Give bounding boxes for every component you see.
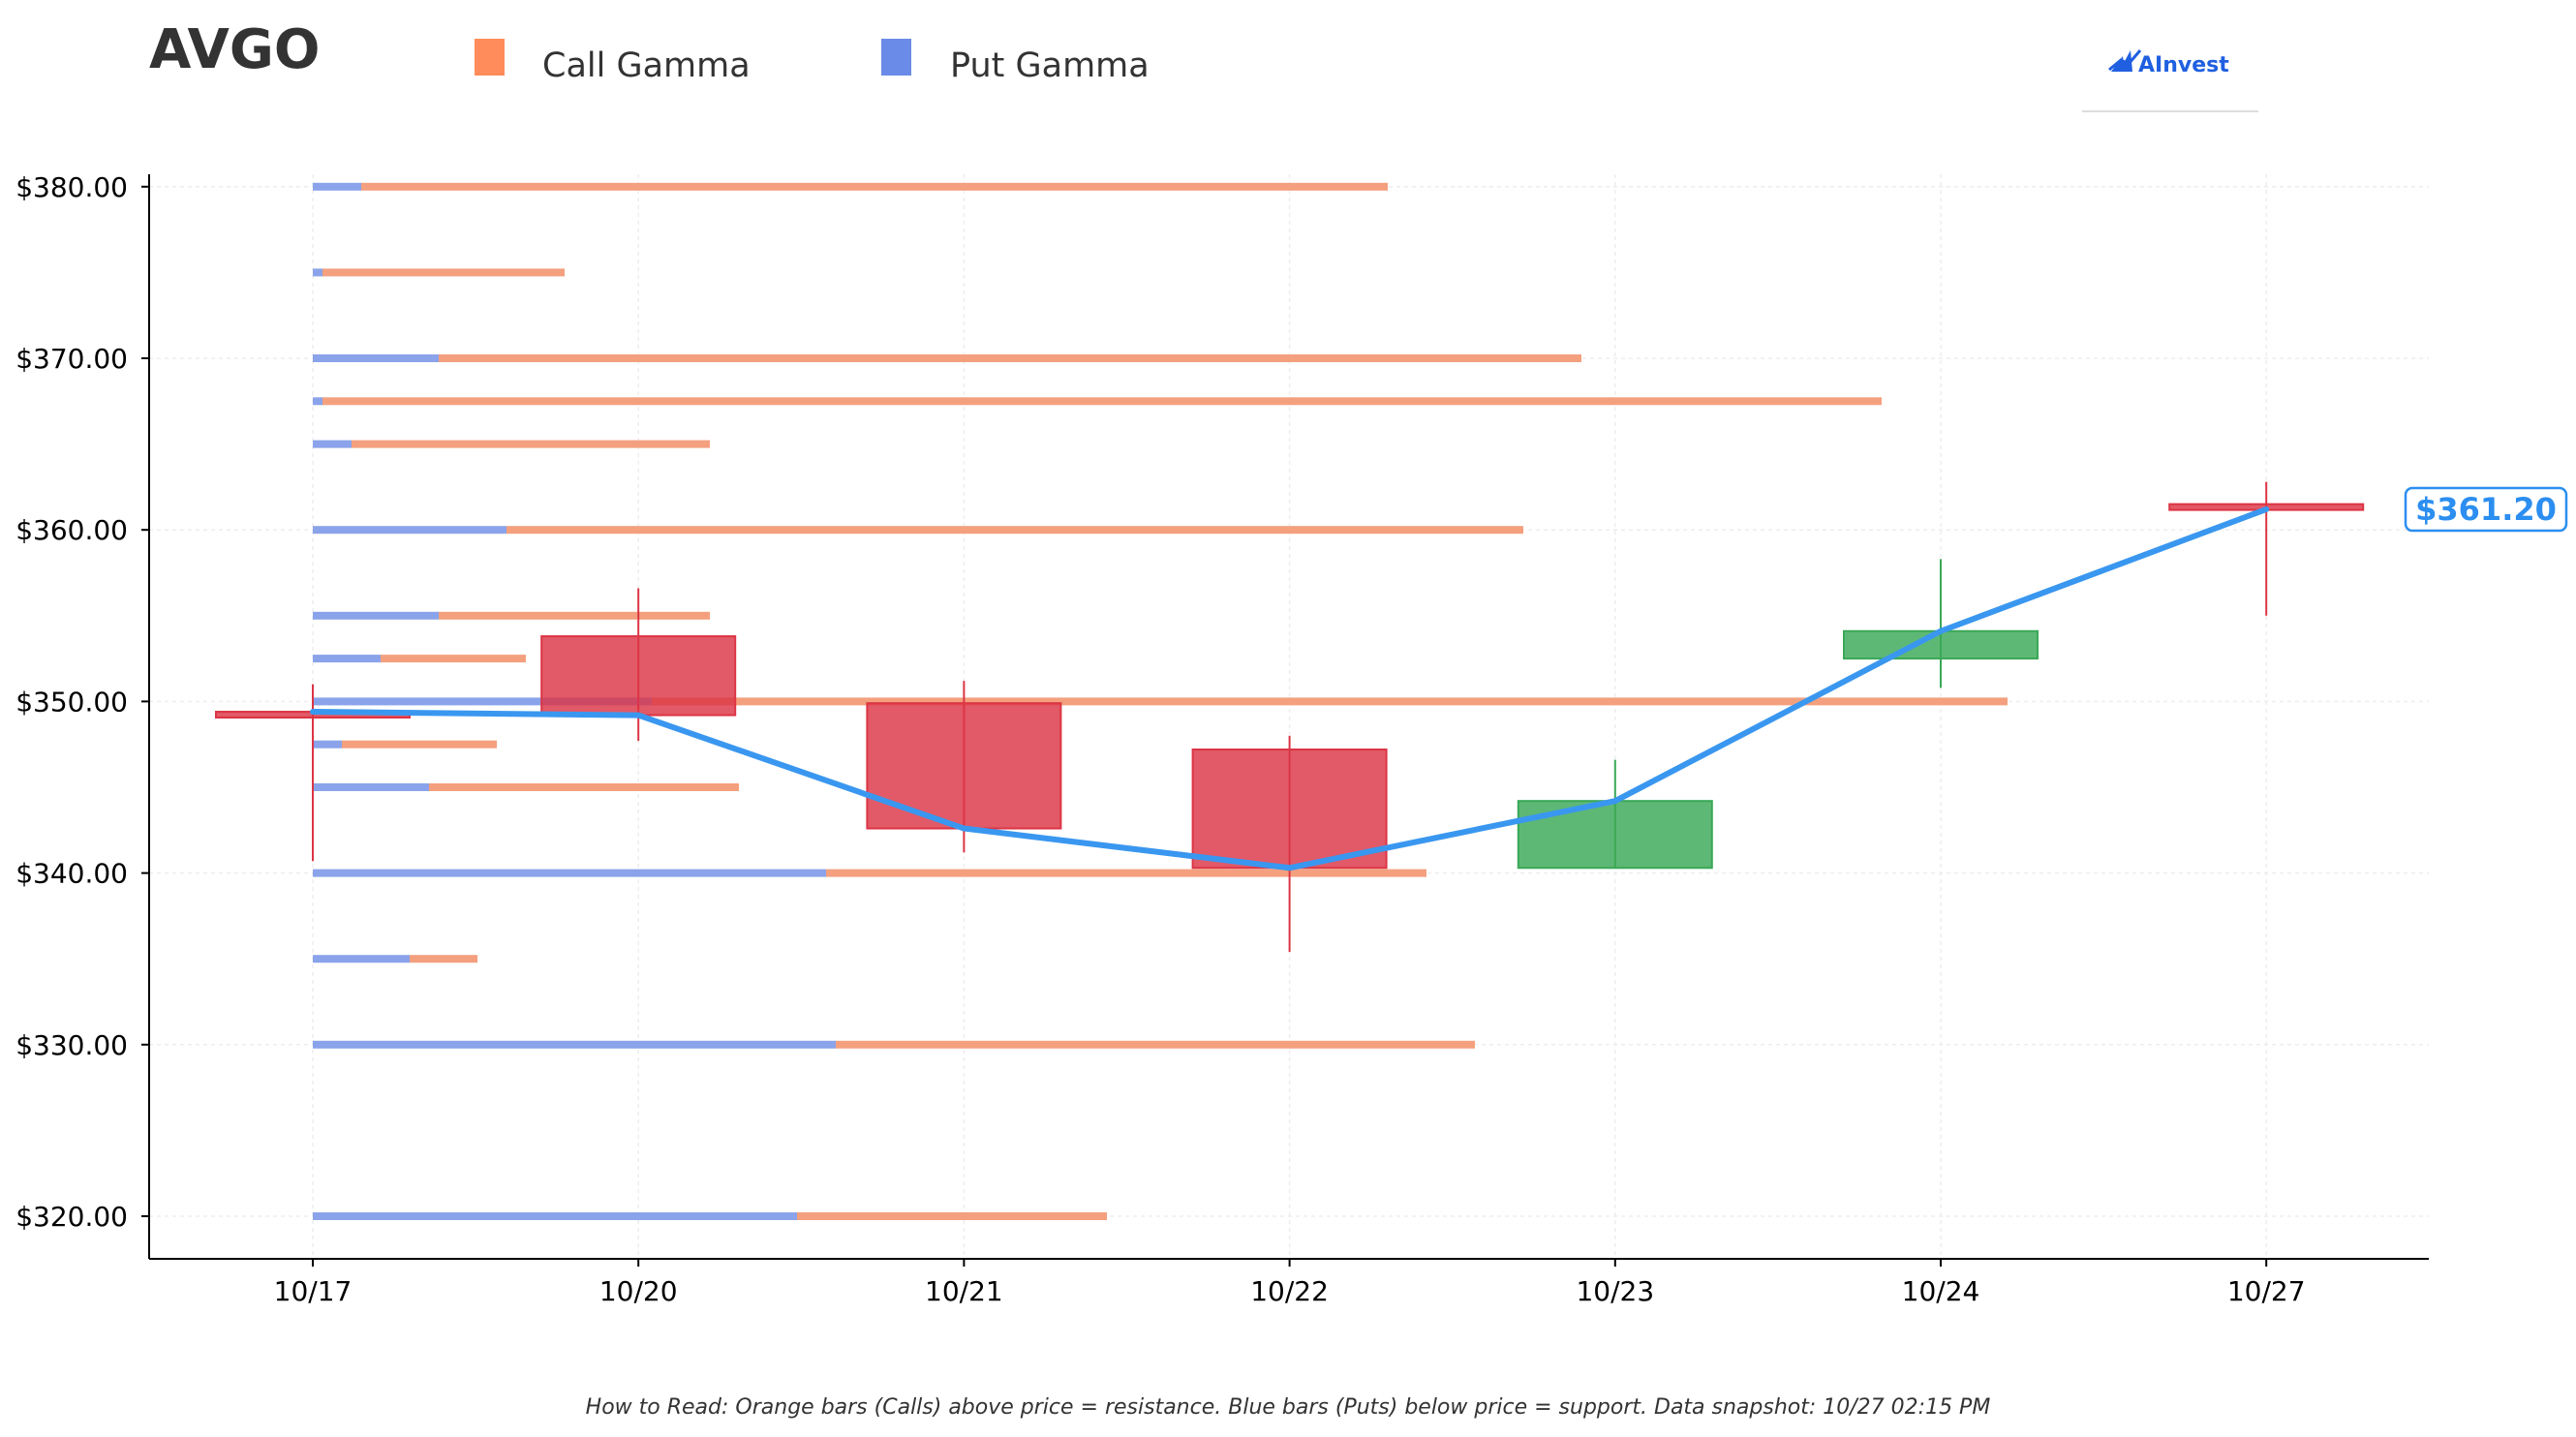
call-gamma-bar	[352, 440, 710, 448]
y-tick-label: $360.00	[15, 514, 128, 546]
put-gamma-bar	[313, 655, 381, 663]
call-gamma-bar	[361, 182, 1388, 191]
put-gamma-bar	[313, 740, 342, 749]
put-gamma-bar	[313, 526, 506, 535]
y-tick-label: $350.00	[15, 686, 128, 718]
call-gamma-bar	[797, 1212, 1107, 1220]
put-gamma-bar	[313, 268, 322, 277]
call-gamma-bar	[506, 526, 1523, 535]
y-axis-ticks: $320.00 $330.00 $340.00 $350.00 $360.00 $370.…	[15, 171, 149, 1233]
call-gamma-bar	[322, 397, 1882, 406]
y-tick-label: $380.00	[15, 171, 128, 203]
gamma-bars	[313, 182, 2008, 1220]
y-tick-label: $340.00	[15, 858, 128, 890]
put-gamma-bar	[313, 1212, 797, 1220]
current-price-tag: $361.20	[2404, 486, 2568, 533]
put-gamma-bar	[313, 397, 322, 406]
put-gamma-legend-label: Put Gamma	[950, 46, 1150, 85]
how-to-read-footnote: How to Read: Orange bars (Calls) above p…	[586, 1395, 1991, 1420]
call-gamma-bar	[439, 354, 1581, 362]
call-gamma-bar	[322, 268, 565, 277]
candlesticks	[215, 481, 2365, 953]
x-tick-label: 10/20	[599, 1275, 678, 1307]
x-tick-label: 10/22	[1250, 1275, 1329, 1307]
y-tick-label: $330.00	[15, 1029, 128, 1061]
candle-body	[1843, 629, 2039, 660]
grid-lines	[149, 174, 2429, 1259]
call-gamma-bar	[439, 611, 710, 620]
x-tick-label: 10/17	[274, 1275, 353, 1307]
y-tick-label: $370.00	[15, 343, 128, 375]
candle-body	[866, 702, 1062, 830]
x-tick-label: 10/21	[925, 1275, 1003, 1307]
put-gamma-bar	[313, 440, 352, 448]
call-gamma-bar	[826, 869, 1426, 877]
call-gamma-bar	[429, 783, 739, 791]
candle-body	[1191, 749, 1388, 870]
x-tick-label: 10/24	[1902, 1275, 1980, 1307]
put-gamma-legend-swatch	[881, 39, 911, 76]
current-price-label: $361.20	[2415, 491, 2557, 528]
candle-body	[1517, 800, 1713, 870]
ainvest-logo[interactable]: AInvest	[2082, 49, 2258, 112]
put-gamma-bar	[313, 955, 410, 963]
price-line	[310, 505, 2270, 871]
call-gamma-bar	[836, 1040, 1475, 1049]
ainvest-logo-icon	[2108, 49, 2142, 72]
put-gamma-bar	[313, 697, 652, 706]
x-axis-ticks: 10/17 10/20 10/21 10/22 10/23 10/24 10/27	[274, 1259, 2306, 1307]
call-gamma-legend-label: Call Gamma	[542, 46, 751, 85]
put-gamma-bar	[313, 783, 429, 791]
put-gamma-bar	[313, 611, 439, 620]
candle-body	[540, 635, 737, 717]
y-tick-label: $320.00	[15, 1201, 128, 1233]
close-price-line	[310, 505, 2270, 871]
put-gamma-bar	[313, 869, 826, 877]
put-gamma-bar	[313, 1040, 836, 1049]
current-price-tag-box	[2404, 486, 2568, 533]
call-gamma-bar	[381, 655, 526, 663]
ticker-title: AVGO	[149, 18, 320, 81]
call-gamma-legend-swatch	[475, 39, 505, 76]
call-gamma-bar	[652, 697, 2008, 706]
x-tick-label: 10/23	[1576, 1275, 1654, 1307]
x-tick-label: 10/27	[2227, 1275, 2306, 1307]
ainvest-logo-text: AInvest	[2138, 53, 2229, 77]
call-gamma-bar	[342, 740, 497, 749]
put-gamma-bar	[313, 354, 439, 362]
put-gamma-bar	[313, 182, 361, 191]
call-gamma-bar	[410, 955, 477, 963]
